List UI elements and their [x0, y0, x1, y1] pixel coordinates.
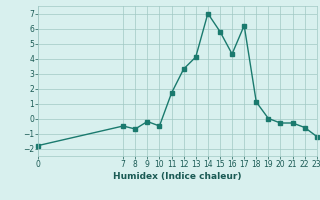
X-axis label: Humidex (Indice chaleur): Humidex (Indice chaleur) [113, 172, 242, 181]
